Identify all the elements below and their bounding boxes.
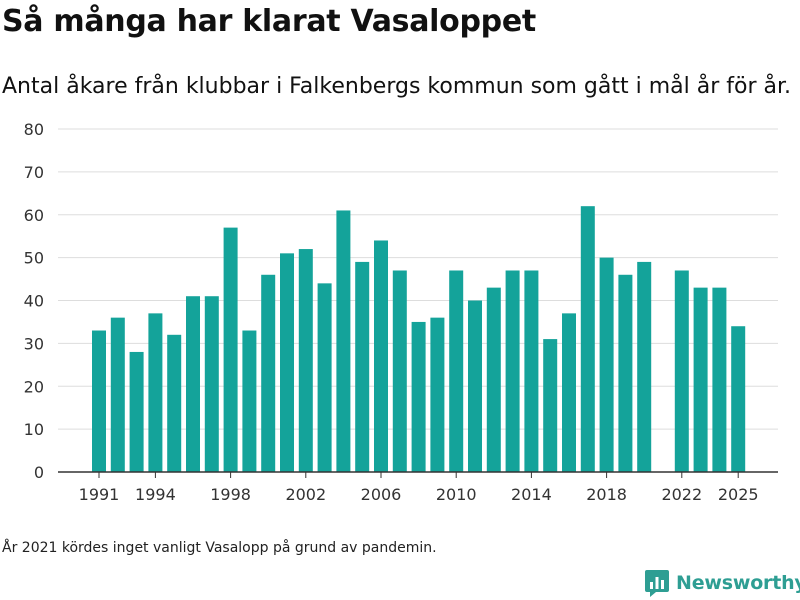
bar bbox=[693, 287, 708, 472]
x-tick-label: 2006 bbox=[361, 485, 402, 504]
x-tick-label: 2014 bbox=[511, 485, 552, 504]
bar bbox=[618, 274, 633, 472]
x-tick-label: 2018 bbox=[586, 485, 627, 504]
y-tick-label: 70 bbox=[24, 163, 44, 182]
bar bbox=[543, 339, 558, 472]
bar bbox=[355, 261, 370, 472]
bar bbox=[505, 270, 520, 472]
bar bbox=[486, 287, 501, 472]
newsworthy-logo: Newsworthy bbox=[644, 568, 800, 598]
bar bbox=[204, 296, 219, 472]
bar bbox=[562, 313, 576, 472]
bar bbox=[674, 270, 689, 472]
y-tick-label: 30 bbox=[24, 334, 44, 353]
chart-subtitle: Antal åkare från klubbar i Falkenbergs k… bbox=[2, 74, 791, 99]
bar bbox=[298, 249, 313, 472]
bar bbox=[317, 283, 332, 472]
x-tick-label: 1991 bbox=[79, 485, 120, 504]
bar bbox=[374, 240, 388, 472]
bar bbox=[167, 334, 182, 472]
bar bbox=[449, 270, 464, 472]
y-tick-label: 10 bbox=[24, 420, 44, 439]
chart-title: Så många har klarat Vasaloppet bbox=[2, 4, 536, 39]
bar bbox=[599, 257, 614, 472]
bar bbox=[411, 321, 426, 472]
brand-name: Newsworthy bbox=[676, 572, 800, 594]
y-tick-label: 80 bbox=[24, 120, 44, 139]
bar bbox=[580, 206, 595, 473]
bar bbox=[731, 326, 746, 472]
bar bbox=[129, 351, 144, 472]
bar bbox=[524, 270, 539, 472]
x-tick-label: 1998 bbox=[210, 485, 251, 504]
bar bbox=[392, 270, 407, 472]
bar bbox=[92, 330, 106, 472]
bar bbox=[223, 227, 238, 472]
bar bbox=[186, 296, 200, 472]
bar bbox=[637, 261, 652, 472]
bar bbox=[336, 210, 351, 472]
y-tick-label: 40 bbox=[24, 292, 44, 311]
y-tick-label: 60 bbox=[24, 206, 44, 225]
x-tick-label: 2022 bbox=[661, 485, 702, 504]
y-tick-label: 0 bbox=[34, 463, 44, 482]
footnote: År 2021 kördes inget vanligt Vasalopp på… bbox=[2, 540, 437, 556]
bar bbox=[242, 330, 257, 472]
x-tick-label: 2002 bbox=[285, 485, 326, 504]
bar bbox=[148, 313, 163, 472]
bar bbox=[468, 300, 482, 472]
bar bbox=[261, 274, 276, 472]
bar bbox=[110, 317, 125, 472]
x-tick-label: 2025 bbox=[718, 485, 759, 504]
y-tick-label: 20 bbox=[24, 377, 44, 396]
bar bbox=[430, 317, 445, 472]
bar bbox=[712, 287, 727, 472]
y-tick-label: 50 bbox=[24, 249, 44, 268]
x-tick-label: 1994 bbox=[135, 485, 176, 504]
bar-chart-speech-bubble-icon bbox=[645, 570, 669, 597]
bar bbox=[280, 253, 294, 472]
x-tick-label: 2010 bbox=[436, 485, 477, 504]
